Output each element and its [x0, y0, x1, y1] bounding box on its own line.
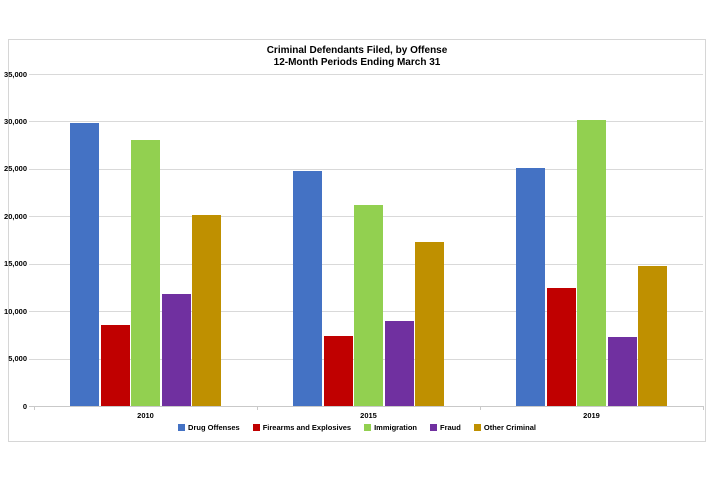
x-axis-tick: [480, 406, 481, 410]
chart-title-block: Criminal Defendants Filed, by Offense 12…: [9, 45, 705, 69]
bar-immigration-2015: [354, 204, 383, 406]
chart-title: Criminal Defendants Filed, by Offense: [266, 45, 448, 56]
chart-subtitle: 12-Month Periods Ending March 31: [273, 57, 441, 68]
legend-marker-icon: [252, 424, 260, 431]
gridline: [29, 74, 703, 75]
bar-drug-offenses-2019: [516, 167, 545, 406]
bar-firearms-and-explosives-2010: [100, 325, 130, 406]
x-axis-label-2015: 2015: [360, 411, 377, 420]
bar-fraud-2010: [161, 294, 191, 406]
legend-item-immigration: Immigration: [364, 423, 417, 432]
plot-area: 0 5,000 10,000 15,000 20,000 25,000 30,000 35,0…: [4, 40, 705, 441]
y-axis-label: 5,000: [8, 354, 27, 364]
y-axis-label: 20,000: [4, 211, 27, 221]
bar-other-criminal-2019: [638, 265, 667, 406]
legend-label: Firearms and Explosives: [262, 423, 352, 432]
chart-frame: Criminal Defendants Filed, by Offense 12…: [4, 39, 706, 442]
y-axis-label: 15,000: [4, 259, 27, 269]
gridline: [29, 168, 703, 170]
bar-fraud-2019: [607, 336, 637, 406]
x-axis-tick: [34, 406, 35, 410]
legend-marker-icon: [364, 424, 372, 431]
y-axis-label: 0: [22, 401, 27, 411]
legend-item-drug-offenses: Drug Offenses: [178, 423, 240, 432]
legend-marker-icon: [430, 424, 438, 431]
legend-label: Drug Offenses: [188, 423, 240, 432]
gridline: [29, 121, 703, 123]
x-axis-line: [29, 406, 703, 407]
bar-drug-offenses-2015: [293, 170, 322, 406]
legend-marker-icon: [473, 424, 481, 431]
bar-firearms-and-explosives-2015: [323, 335, 353, 406]
x-axis-tick: [703, 406, 704, 410]
y-axis-label: 30,000: [4, 116, 27, 126]
x-axis-tick: [257, 406, 258, 410]
legend-label: Immigration: [374, 423, 418, 432]
legend-item-other-criminal: Other Criminal: [473, 423, 536, 432]
legend-marker-icon: [178, 424, 186, 431]
legend-label: Other Criminal: [483, 423, 536, 432]
bar-immigration-2010: [131, 140, 160, 406]
bar-firearms-and-explosives-2019: [546, 288, 576, 406]
y-axis-label: 10,000: [4, 306, 27, 316]
bar-drug-offenses-2010: [70, 123, 99, 406]
bar-other-criminal-2015: [415, 241, 444, 406]
legend: Drug Offenses Firearms and Explosives Immi…: [9, 423, 705, 432]
bar-other-criminal-2010: [192, 215, 221, 406]
bar-immigration-2019: [577, 119, 606, 406]
bar-fraud-2015: [384, 320, 414, 406]
legend-item-firearms-and-explosives: Firearms and Explosives: [252, 423, 352, 432]
legend-item-fraud: Fraud: [430, 423, 461, 432]
legend-label: Fraud: [440, 423, 461, 432]
y-axis-label: 25,000: [4, 164, 27, 174]
x-axis-label-2010: 2010: [137, 411, 154, 420]
y-axis-label: 35,000: [4, 69, 27, 79]
x-axis-label-2019: 2019: [583, 411, 600, 420]
